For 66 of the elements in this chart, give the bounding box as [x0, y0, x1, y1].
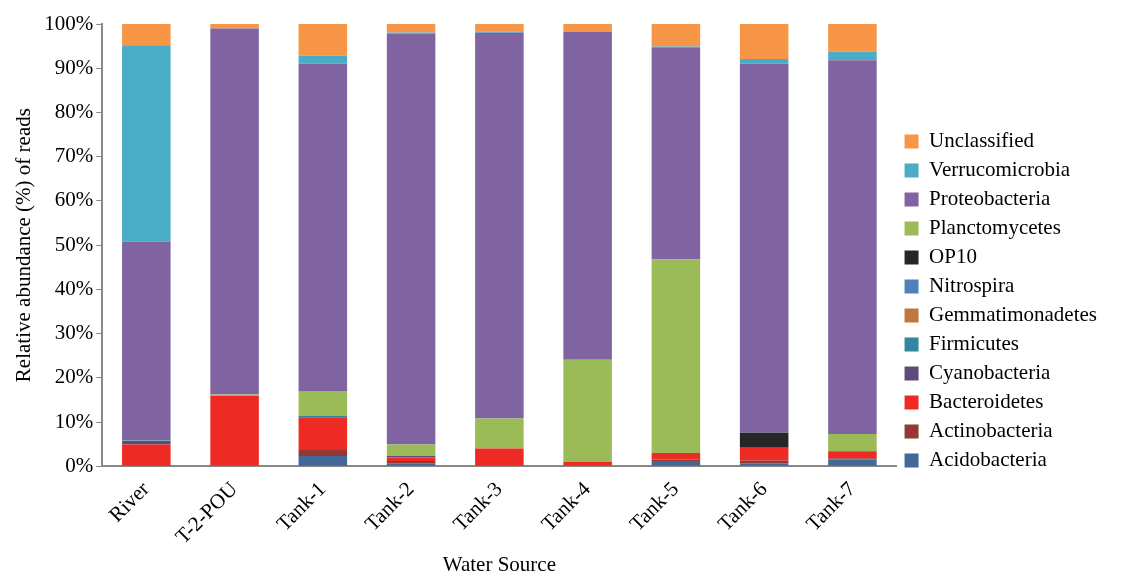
y-tick-label: 70%: [54, 143, 94, 168]
y-tick-label: 60%: [54, 187, 94, 212]
y-tick-label: 80%: [54, 98, 94, 123]
y-tick-label: 0%: [65, 452, 94, 477]
legend-label: Firmicutes: [929, 331, 1019, 356]
y-tick-label: 50%: [54, 231, 94, 256]
bar: [563, 359, 612, 462]
y-axis-title: Relative abundance (%) of reads: [11, 108, 36, 383]
bar: [475, 448, 524, 466]
bar: [210, 395, 259, 466]
legend-label: Actinobacteria: [929, 418, 1054, 443]
bar: [122, 45, 171, 242]
legend-label: Gemmatimonadetes: [929, 302, 1097, 327]
bar: [298, 449, 348, 457]
bar: [122, 241, 171, 441]
legend-label: Proteobacteria: [929, 186, 1051, 211]
bar: [386, 444, 436, 456]
bar: [298, 391, 348, 416]
bar: [651, 259, 701, 453]
bar: [298, 417, 348, 450]
bar: [739, 432, 789, 448]
bar: [122, 444, 171, 466]
bar: [210, 24, 259, 29]
bar: [563, 31, 612, 360]
bar: [386, 24, 436, 33]
x-axis-title: Water Source: [442, 551, 556, 576]
bar: [298, 24, 348, 56]
bar: [828, 51, 877, 61]
bar: [298, 63, 348, 392]
bar: [739, 24, 789, 59]
bar: [563, 461, 612, 466]
bar: [739, 447, 789, 461]
bar: [475, 418, 524, 449]
y-tick-label: 40%: [54, 275, 94, 300]
y-tick-label: 100%: [44, 10, 94, 35]
bar: [210, 28, 259, 395]
legend-label: Planctomycetes: [929, 215, 1061, 240]
bar: [298, 55, 348, 64]
y-tick-label: 10%: [54, 408, 94, 433]
y-tick-label: 20%: [54, 364, 94, 389]
bar: [828, 60, 877, 434]
bar: [651, 452, 701, 460]
bar: [651, 24, 701, 47]
legend-label: Cyanobacteria: [929, 360, 1051, 385]
legend-label: Unclassified: [929, 128, 1035, 153]
legend-label: Bacteroidetes: [929, 389, 1044, 414]
bar: [739, 63, 789, 433]
bar: [828, 24, 877, 52]
bar: [298, 456, 348, 466]
bar: [651, 460, 701, 466]
bar: [651, 47, 701, 260]
bar: [828, 451, 877, 459]
bar: [563, 24, 612, 32]
bar: [475, 32, 524, 419]
bar: [386, 33, 436, 445]
bar: [828, 433, 877, 452]
y-tick-label: 30%: [54, 320, 94, 345]
legend-label: Verrucomicrobia: [929, 157, 1071, 182]
y-tick-label: 90%: [54, 54, 94, 79]
bar: [828, 459, 877, 466]
bar: [122, 24, 171, 46]
legend-label: Nitrospira: [929, 273, 1015, 298]
bar: [475, 24, 524, 32]
bar: [739, 58, 789, 64]
legend-label: Acidobacteria: [929, 447, 1048, 472]
legend-label: OP10: [929, 244, 977, 269]
